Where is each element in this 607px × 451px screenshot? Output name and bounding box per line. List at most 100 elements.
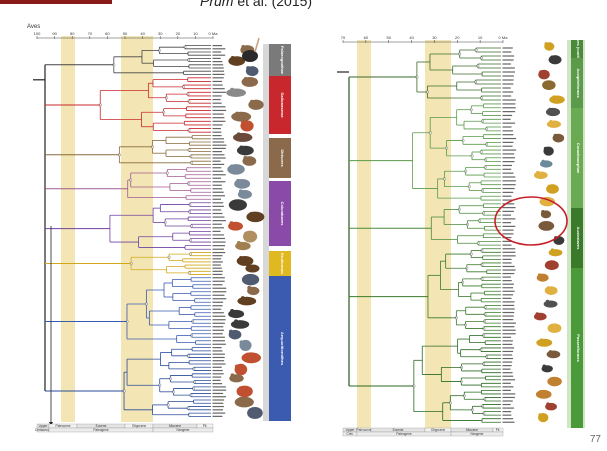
taxon-label: [212, 212, 223, 215]
bird-illustration: [227, 164, 245, 175]
taxon-label: [502, 375, 514, 377]
bird-illustration: [231, 111, 252, 122]
bird-illustration: [228, 199, 247, 211]
taxon-label: [212, 402, 224, 404]
bird-illustration: [244, 231, 249, 236]
taxon-label: [212, 144, 227, 146]
bird-illustration: [229, 221, 234, 226]
taxon-label: [212, 329, 225, 331]
taxon-label: [502, 180, 516, 182]
epoch-label: Miocene: [169, 424, 181, 428]
taxon-label: [502, 336, 512, 338]
taxon-label: [212, 366, 222, 368]
bird-illustration: [541, 221, 546, 226]
axis-tick-label: 0 Ma: [499, 35, 509, 40]
bird-illustration: [547, 376, 562, 387]
taxon-label: [502, 343, 513, 345]
bird-illustration: [230, 308, 235, 313]
period-label: Paleogene: [93, 428, 108, 432]
period-label: Neogene: [471, 432, 484, 436]
axis-tick-label: 90: [52, 31, 57, 36]
clade-color-bar: [269, 251, 291, 276]
axis-tick-label: 10: [478, 35, 483, 40]
taxon-label: [502, 414, 512, 416]
taxon-label: [502, 114, 513, 117]
bird-illustration: [243, 76, 248, 81]
taxon-label: [502, 372, 513, 374]
right-phylogeny-figure: 70 60 50 40 30 20 10 0 Ma Neoaves (continued)Acc…: [337, 29, 585, 437]
taxon-label: [212, 379, 221, 381]
taxon-label: [212, 237, 226, 240]
taxon-label: [212, 267, 222, 269]
taxon-label: [502, 134, 514, 136]
taxon-label: [502, 365, 512, 367]
taxon-label: [212, 319, 226, 321]
bird-illustration: [238, 386, 243, 391]
taxon-label: [212, 258, 222, 260]
bird-illustration: [549, 95, 565, 104]
bird-illustration: [239, 255, 244, 260]
taxon-label: [502, 172, 514, 174]
taxon-label: [502, 393, 516, 395]
taxon-label: [502, 153, 515, 155]
taxon-label: [212, 216, 225, 218]
taxon-label: [212, 223, 222, 225]
epoch-label: Eocene: [393, 428, 404, 432]
taxon-label: [212, 353, 225, 355]
clade-label: Columbaves: [280, 202, 285, 227]
bird-illustration: [234, 364, 239, 369]
taxon-label: [502, 276, 511, 278]
bird-illustration: [547, 323, 562, 333]
axis-tick-label: 20: [176, 31, 181, 36]
taxon-label: [502, 191, 514, 193]
taxon-label: [502, 290, 515, 292]
taxon-label: [502, 304, 515, 307]
bird-illustration: [238, 397, 243, 402]
taxon-label: [212, 141, 225, 143]
taxon-label: [502, 322, 516, 324]
taxon-label: [502, 240, 513, 242]
taxon-label: [212, 241, 226, 243]
taxon-label: [212, 255, 223, 257]
taxon-label: [212, 360, 225, 362]
bird-illustration: [541, 159, 545, 164]
taxon-label: [212, 154, 225, 156]
taxon-label: [502, 333, 516, 335]
taxon-label: [212, 70, 225, 72]
period-label: Neogene: [177, 428, 190, 432]
axis-tick-label: 0 Ma: [209, 31, 219, 36]
taxon-label: [502, 157, 515, 159]
clade-label: Galloanserae: [280, 92, 285, 118]
taxon-label: [212, 157, 226, 159]
citation-rest: et al. (2015): [233, 0, 313, 9]
taxon-label: [212, 77, 224, 79]
axis-tick-label: 70: [341, 35, 346, 40]
clade-label: Passeriformes: [576, 334, 581, 362]
taxon-label: [212, 305, 223, 307]
taxon-label: [212, 170, 224, 172]
taxon-label: [212, 333, 223, 335]
bird-illustration: [539, 338, 544, 343]
taxon-label: [502, 187, 515, 190]
axis-tick-label: 40: [140, 31, 145, 36]
taxon-label: [212, 326, 224, 328]
taxon-label: [502, 47, 513, 49]
left-panel-title: Aves: [27, 24, 41, 30]
taxon-label: [212, 160, 221, 162]
bird-illustration: [538, 221, 555, 231]
epoch-label: Eocene: [96, 424, 107, 428]
taxon-label: [212, 347, 222, 349]
taxon-label: [502, 319, 514, 321]
taxon-label: [212, 64, 224, 66]
taxon-label: [212, 57, 221, 59]
taxon-label: [212, 294, 225, 296]
bird-illustration: [550, 55, 554, 60]
axis-tick-label: 50: [386, 35, 391, 40]
taxon-label: [502, 176, 516, 178]
epoch-band: [357, 40, 371, 428]
taxon-label: [212, 386, 226, 388]
taxon-label: [212, 120, 226, 122]
taxon-label: [212, 284, 223, 286]
taxon-label: [212, 308, 222, 310]
taxon-label: [212, 113, 224, 115]
